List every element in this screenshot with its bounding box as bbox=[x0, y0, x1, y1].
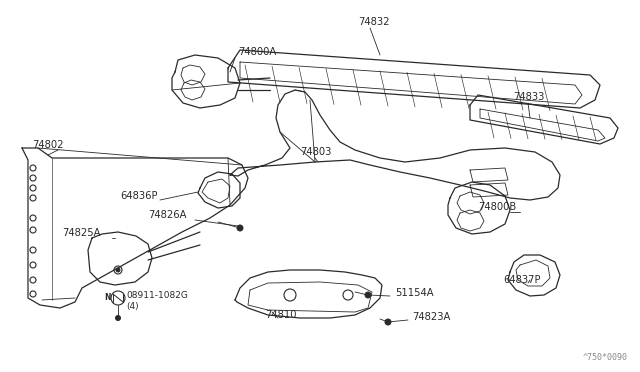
Circle shape bbox=[237, 225, 243, 231]
Text: 08911-1082G: 08911-1082G bbox=[126, 292, 188, 301]
Text: 74832: 74832 bbox=[358, 17, 390, 27]
Circle shape bbox=[385, 319, 391, 325]
Text: 74833: 74833 bbox=[513, 92, 545, 102]
Text: 64837P: 64837P bbox=[503, 275, 541, 285]
Text: 51154A: 51154A bbox=[395, 288, 434, 298]
Circle shape bbox=[365, 292, 371, 298]
Text: 74802: 74802 bbox=[32, 140, 63, 150]
Text: 74823A: 74823A bbox=[412, 312, 451, 322]
Text: 74826A: 74826A bbox=[148, 210, 186, 220]
Text: 74810: 74810 bbox=[265, 310, 296, 320]
Text: 74800B: 74800B bbox=[478, 202, 516, 212]
Text: ^750*0090: ^750*0090 bbox=[583, 353, 628, 362]
Circle shape bbox=[116, 268, 120, 272]
Text: 64836P: 64836P bbox=[120, 191, 157, 201]
Text: 74825A: 74825A bbox=[62, 228, 100, 238]
Circle shape bbox=[115, 315, 120, 321]
Text: (4): (4) bbox=[126, 302, 139, 311]
Text: 74803: 74803 bbox=[300, 147, 332, 157]
Text: N: N bbox=[104, 292, 110, 301]
Text: 74800A: 74800A bbox=[238, 47, 276, 57]
